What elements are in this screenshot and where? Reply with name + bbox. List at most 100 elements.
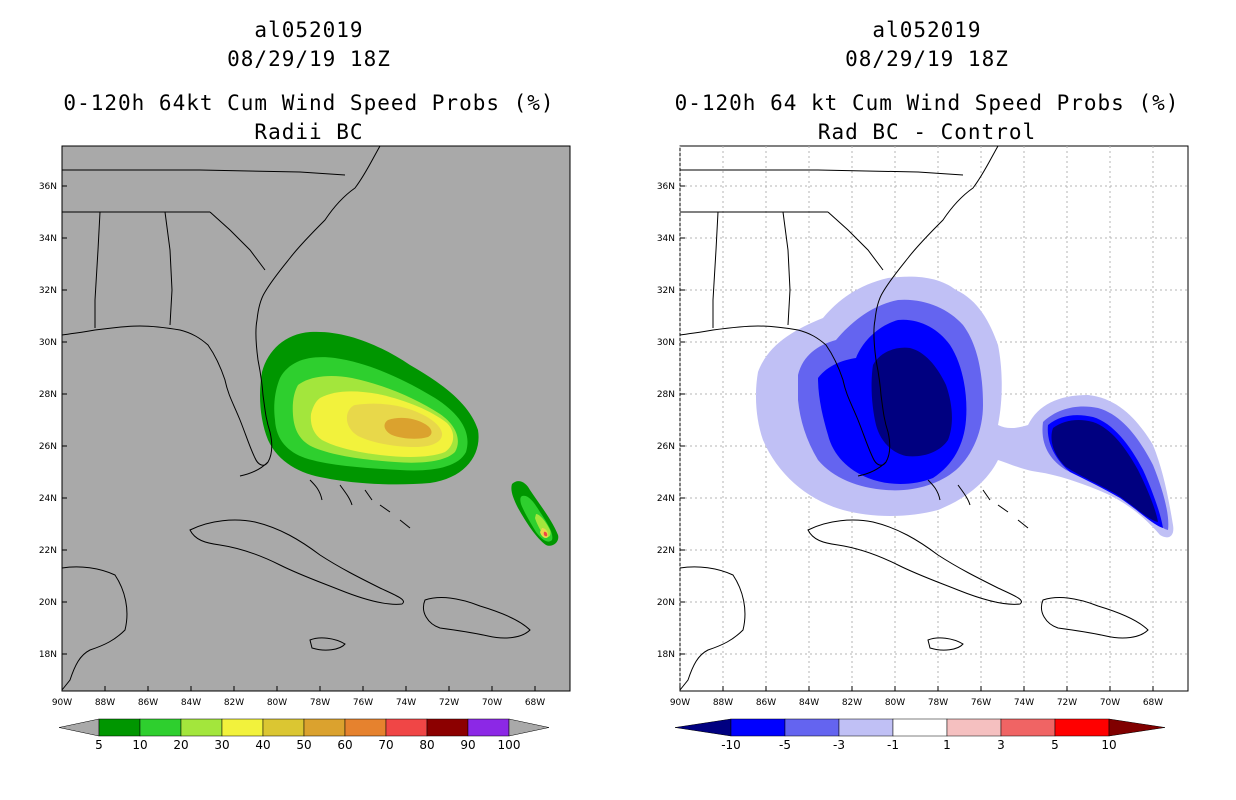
colorbar-label: 10 (1101, 738, 1116, 752)
colorbar-high-arrow (508, 718, 550, 737)
lon-label: 86W (138, 698, 158, 708)
lon-label: 72W (1057, 698, 1077, 708)
diff-minus10-contour (871, 347, 1158, 522)
colorbar-swatch (784, 718, 840, 737)
carolina-border (209, 211, 266, 271)
right-map: 36N 34N 32N 30N 28N 26N 24N 22N 20N 18N 90W 88W 86W 8… (657, 145, 1189, 752)
right-storm-id: al052019 (872, 18, 982, 42)
lon-label: 84W (181, 698, 201, 708)
florida-keys (239, 461, 269, 477)
colorbar-label: 5 (1051, 738, 1059, 752)
alabama-border-right (712, 211, 719, 328)
right-colorbar: -10 -5 -3 -1 1 3 5 10 (674, 718, 1166, 752)
right-product-title: 0-120h 64 kt Cum Wind Speed Probs (%) (674, 91, 1180, 115)
colorbar-swatch (180, 718, 223, 737)
lat-label: 30N (657, 338, 675, 348)
colorbar-label: 3 (997, 738, 1005, 752)
lon-label: 88W (713, 698, 733, 708)
lat-label: 24N (657, 494, 675, 504)
left-map: 36N 34N 32N 30N 28N 26N 24N 22N 20N 18N 90W 88W 86W 8… (39, 145, 571, 752)
colorbar-swatch (467, 718, 510, 737)
left-product-title: 0-120h 64kt Cum Wind Speed Probs (%) (63, 91, 555, 115)
lon-label: 82W (842, 698, 862, 708)
cuba-right (807, 519, 1022, 605)
colorbar-swatch (892, 718, 948, 737)
colorbar-label: -1 (887, 738, 899, 752)
colorbar-swatch (946, 718, 1002, 737)
yucatan-right (679, 566, 746, 691)
colorbar-high-arrow (1108, 718, 1166, 737)
colorbar-low-arrow (674, 718, 732, 737)
lon-label: 86W (756, 698, 776, 708)
lon-label: 76W (971, 698, 991, 708)
colorbar-label: -10 (721, 738, 741, 752)
colorbar-label: 50 (296, 738, 311, 752)
lon-label: 68W (525, 698, 545, 708)
left-storm-id: al052019 (254, 18, 364, 42)
us-east-coast-right (679, 145, 999, 466)
lat-label: 30N (39, 338, 57, 348)
florida-keys-right (857, 461, 887, 477)
cuba (189, 519, 404, 605)
colorbar-swatch (303, 718, 346, 737)
lat-label: 26N (657, 442, 675, 452)
left-datetime: 08/29/19 18Z (227, 47, 391, 71)
colorbar-swatch (385, 718, 428, 737)
lon-label: 70W (1100, 698, 1120, 708)
lon-label: 78W (928, 698, 948, 708)
colorbar-label: 60 (337, 738, 352, 752)
colorbar-swatch (98, 718, 141, 737)
right-coastlines (679, 145, 1149, 691)
lat-label: 28N (657, 390, 675, 400)
hispaniola-right (1041, 597, 1149, 639)
colorbar-label: 100 (498, 738, 521, 752)
lon-label: 88W (95, 698, 115, 708)
lat-label: 36N (39, 182, 57, 192)
right-datetime: 08/29/19 18Z (845, 47, 1009, 71)
colorbar-label: 10 (132, 738, 147, 752)
lon-label: 72W (439, 698, 459, 708)
lon-label: 90W (670, 698, 690, 708)
left-axes: 36N 34N 32N 30N 28N 26N 24N 22N 20N 18N 90W 88W 86W 8… (39, 182, 545, 708)
va-nc-border-right (680, 169, 964, 176)
lat-label: 36N (657, 182, 675, 192)
right-difference-contours (755, 276, 1174, 538)
lon-label: 76W (353, 698, 373, 708)
georgia-border (164, 211, 173, 326)
lat-label: 26N (39, 442, 57, 452)
lon-label: 70W (482, 698, 502, 708)
colorbar-swatch (426, 718, 469, 737)
right-panel: al052019 08/29/19 18Z 0-120h 64 kt Cum W… (618, 0, 1236, 800)
colorbar-swatch (730, 718, 786, 737)
prob-50-contour (384, 417, 432, 439)
lat-label: 22N (657, 546, 675, 556)
colorbar-label: 5 (95, 738, 103, 752)
va-nc-border (62, 169, 346, 176)
carolina-border-right (827, 211, 884, 271)
lon-label: 74W (396, 698, 416, 708)
colorbar-label: 1 (943, 738, 951, 752)
left-panel: al052019 08/29/19 18Z 0-120h 64kt Cum Wi… (39, 18, 571, 752)
bahamas (309, 479, 411, 529)
lat-label: 32N (657, 286, 675, 296)
hispaniola (423, 597, 531, 639)
left-subtitle: Radii BC (254, 120, 364, 144)
lat-label: 32N (39, 286, 57, 296)
georgia-border-right (782, 211, 791, 326)
jamaica-right (927, 637, 964, 651)
lon-label: 82W (224, 698, 244, 708)
colorbar-label: 20 (173, 738, 188, 752)
lat-label: 28N (39, 390, 57, 400)
lat-label: 22N (39, 546, 57, 556)
colorbar-label: -3 (833, 738, 845, 752)
right-gridlines (679, 146, 1188, 691)
lon-label: 80W (267, 698, 287, 708)
lat-label: 34N (657, 234, 675, 244)
colorbar-label: 90 (460, 738, 475, 752)
colorbar-swatch (1054, 718, 1110, 737)
lon-label: 84W (799, 698, 819, 708)
colorbar-label: 40 (255, 738, 270, 752)
yucatan (61, 566, 128, 691)
lat-label: 20N (39, 598, 57, 608)
jamaica (309, 637, 346, 651)
